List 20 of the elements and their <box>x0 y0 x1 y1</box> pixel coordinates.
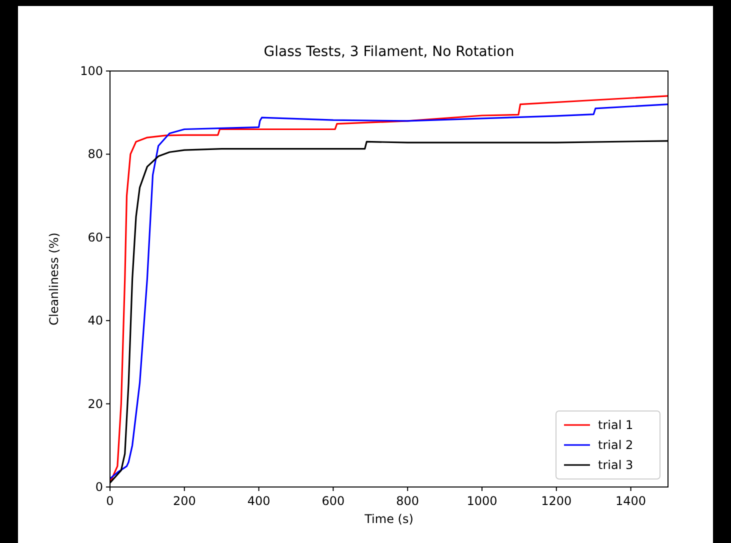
y-tick-label: 100 <box>80 64 103 78</box>
x-axis-title: Time (s) <box>364 512 414 526</box>
y-tick-label: 80 <box>88 147 103 162</box>
x-tick-label: 400 <box>247 494 270 508</box>
y-tick-label: 40 <box>88 314 103 328</box>
y-tick-label: 20 <box>88 396 103 411</box>
legend-label: trial 3 <box>598 458 634 472</box>
legend-label: trial 2 <box>598 438 634 452</box>
y-tick-label: 60 <box>88 230 103 244</box>
y-axis-title: Cleanliness (%) <box>47 232 61 326</box>
x-tick-label: 1200 <box>541 494 572 508</box>
legend-label: trial 1 <box>598 418 634 432</box>
x-tick-label: 200 <box>172 494 196 508</box>
x-tick-label: 1000 <box>466 494 498 508</box>
x-tick-label: 1400 <box>616 494 646 508</box>
x-tick-label: 600 <box>322 494 345 508</box>
chart-title: Glass Tests, 3 Filament, No Rotation <box>264 44 514 60</box>
y-tick-label: 0 <box>95 480 103 494</box>
x-tick-label: 0 <box>106 494 114 508</box>
x-tick-label: 800 <box>396 494 420 508</box>
